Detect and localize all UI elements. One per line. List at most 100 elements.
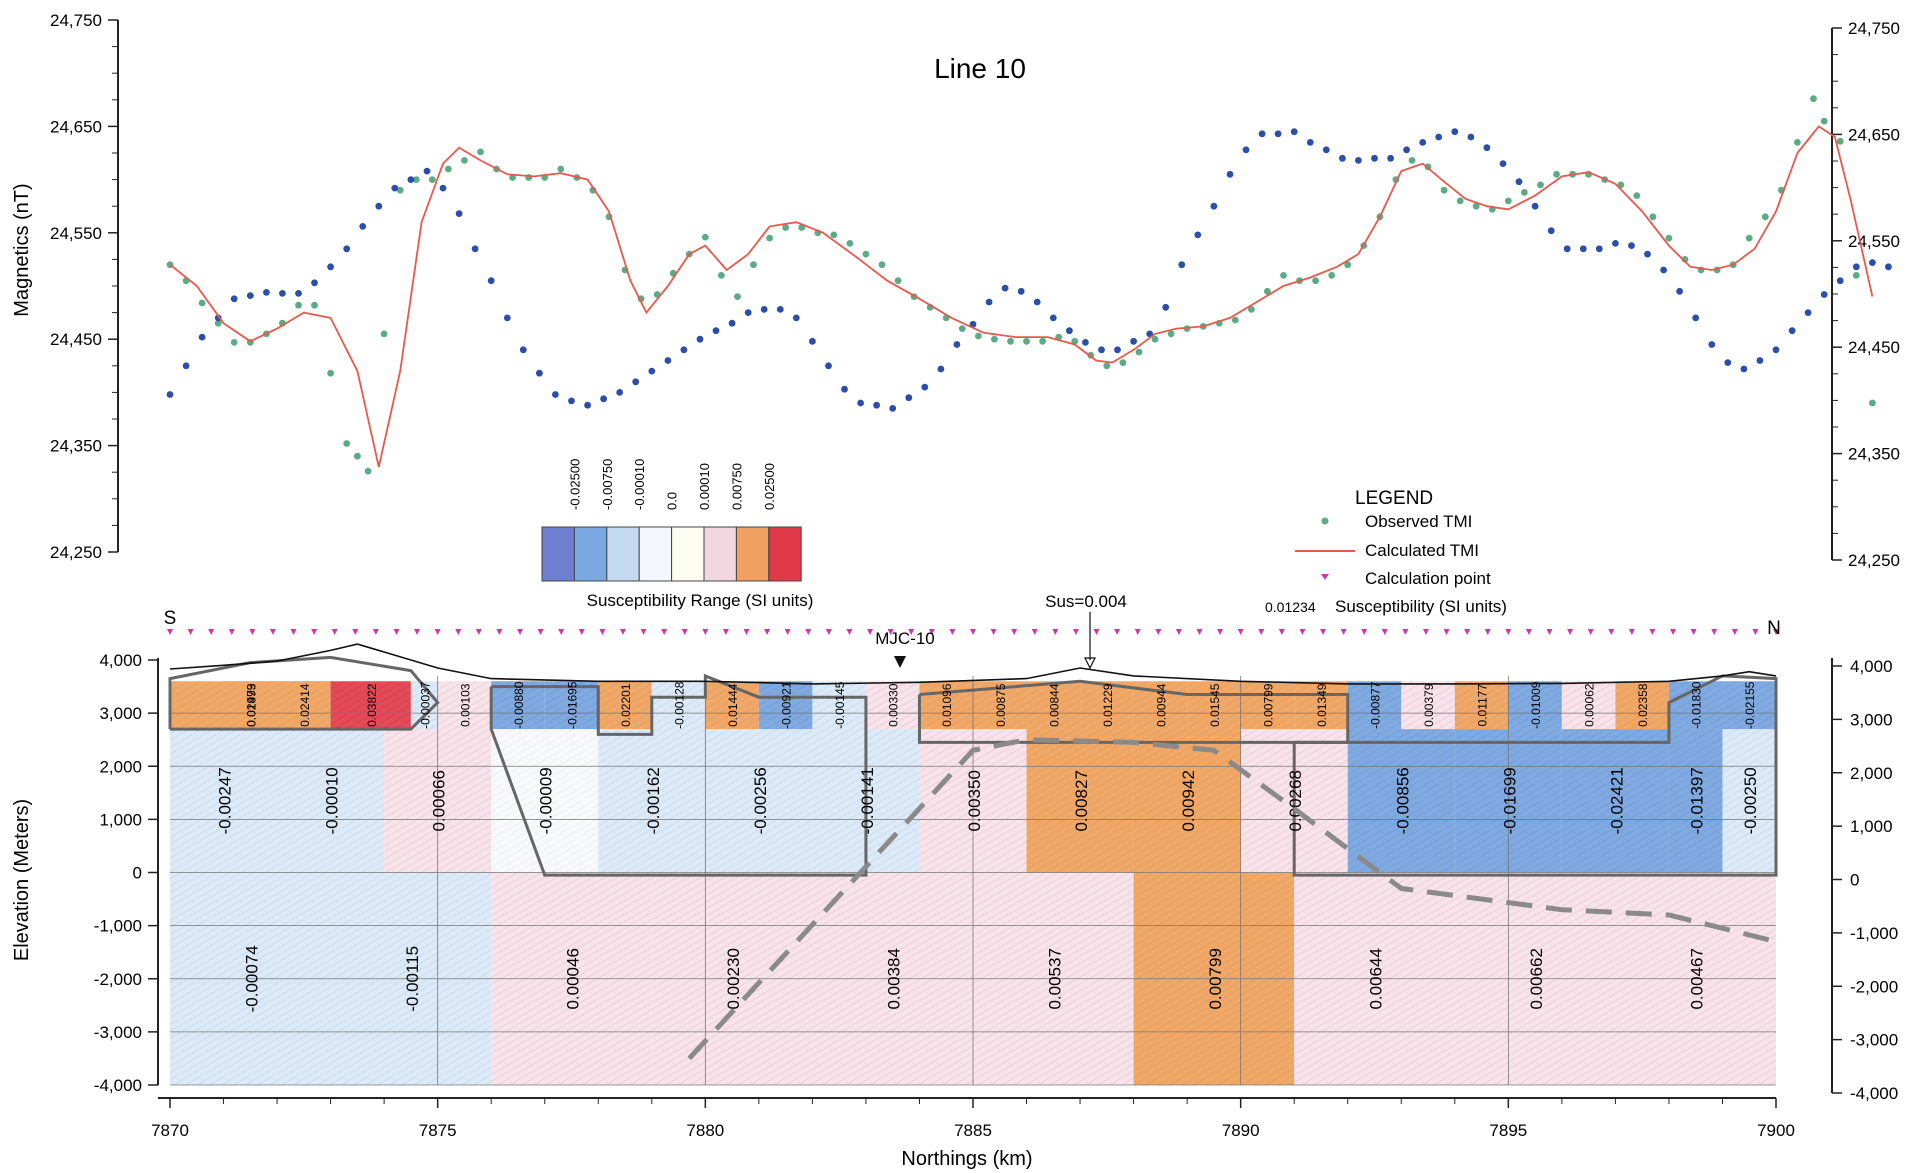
calculation-point [702,629,709,635]
magnetic-data-point [1033,298,1041,306]
dashed-contacts [687,737,1777,1061]
calculation-point [455,629,462,635]
magnetic-data-point [921,383,929,391]
magnetic-data-point [905,394,913,402]
observed-tmi-point [894,277,902,285]
sec-left-tick-label: 1,000 [99,810,142,829]
calculation-point [1422,629,1429,635]
magnetic-data-point [407,176,415,184]
upper-block [1454,681,1509,730]
calculation-point [1134,629,1141,635]
legend-observed-marker [1321,517,1329,525]
calculation-point [208,629,215,635]
middle-block [277,729,385,873]
magnetic-data-point [1676,287,1683,295]
calculation-point [187,629,194,635]
upper-block [223,681,278,730]
magnetic-data-point [728,319,736,327]
calculation-point [805,629,812,635]
observed-tmi-point [1007,337,1014,345]
magnetic-data-point [1885,263,1892,271]
sus-arrow-head [1084,657,1096,670]
calculation-point [496,629,503,635]
magnetic-data-point [198,333,206,341]
middle-block [170,729,278,873]
sec-right-tick-label: -3,000 [1850,1031,1898,1050]
middle-block [1026,729,1134,873]
magnetic-data-point [1820,291,1828,298]
sec-x-tick-label: 7890 [1222,1121,1260,1140]
calculation-point [784,629,791,635]
magnetic-data-point [327,263,334,271]
magnetic-data-point [1772,346,1780,354]
middle-block-label: -0.00010 [323,767,342,834]
scale-cell [606,526,640,582]
scale-cell [671,526,705,582]
magnetic-data-point [1612,240,1619,247]
calculation-point [1320,629,1327,635]
mag-right-tick-label: 24,550 [1848,232,1900,251]
magnetic-data-point [857,399,864,407]
calculation-point [825,629,832,635]
magnetic-data-point [1371,154,1378,162]
magnetic-data-point [600,395,607,403]
middle-block [491,729,599,873]
observed-tmi-point [1472,202,1480,210]
body-outline-north [1292,674,1778,877]
magnetic-data-point [423,167,431,175]
upper-block-label: 0.02414 [298,683,312,727]
calculation-point [764,629,771,635]
upper-block-label: 0.00799 [1261,683,1275,727]
lower-block-label: -0.00115 [403,946,422,1012]
calculation-point [970,629,976,635]
observed-tmi-point [718,272,725,279]
sec-x-tick-label: 7870 [151,1121,189,1140]
lower-block-label: 0.00799 [1206,948,1225,1009]
observed-tmi-point [862,250,870,258]
magnetic-data-point [1644,250,1651,258]
upper-block [812,681,866,730]
sec-x-tick-label: 7895 [1489,1121,1527,1140]
calculation-point [1052,629,1059,635]
magnetic-data-point [1339,154,1346,162]
magnetic-data-point [1387,154,1394,162]
calculation-point [475,629,482,635]
magnetic-data-point [1852,263,1860,271]
upper-block-label: 0.01229 [1101,683,1115,727]
magnetic-data-point [792,314,800,322]
upper-block-label: 0.02201 [619,683,633,727]
magnetic-data-point [1130,337,1137,345]
magnetic-data-point [632,378,640,386]
observed-tmi-point [1039,337,1046,345]
susceptibility-scale: -0.02500 -0.00750 -0.00010 0.0 0.00010 0.0075… [541,459,813,610]
magnetic-data-point [1467,133,1475,141]
calculation-point [1258,629,1265,635]
magnetic-data-point [455,210,463,218]
upper-block [1240,681,1295,730]
magnetic-data-point [969,320,977,328]
magnetic-data-point [503,314,511,322]
upper-block [1187,681,1241,730]
magnetic-data-point [279,290,286,297]
magnetic-data-point [1049,314,1057,322]
observed-tmi-point [782,224,789,231]
magnetic-data-point [985,298,993,306]
magnetic-data-point [1082,339,1089,346]
legend-susc-label: Susceptibility (SI units) [1335,597,1507,616]
mag-left-tick-label: 24,750 [50,11,102,30]
observed-tmi-point [1869,399,1876,407]
calculation-point [1546,629,1553,635]
observed-tmi-point [1794,139,1801,146]
observed-tmi-point [1248,306,1255,313]
magnetic-data-point [230,295,238,303]
magnetic-data-point [487,277,495,285]
magnetic-data-point [1708,341,1716,348]
calculation-points [167,629,1779,635]
observed-tmi-point [230,339,238,346]
magnetic-data-point [664,357,672,364]
observed-tmi-point [1023,337,1030,345]
calculation-point [1731,629,1738,635]
observed-tmi-point [1665,234,1673,242]
observed-tmi-point [1761,213,1769,221]
